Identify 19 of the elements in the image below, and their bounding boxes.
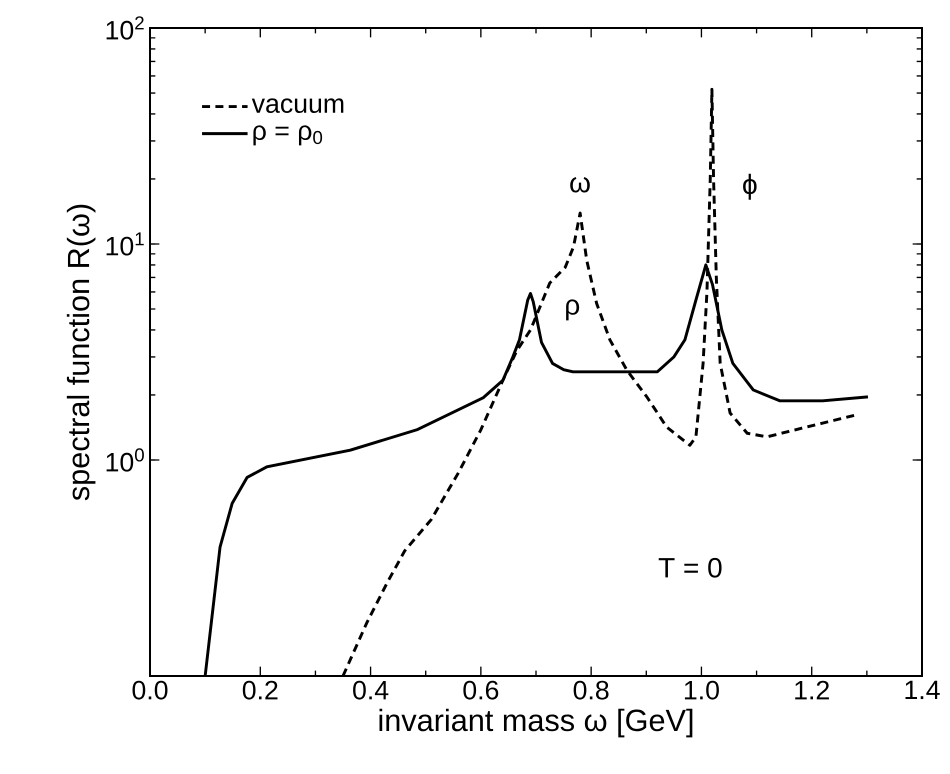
y-tick-label: 10$^{1}$ (106, 232, 144, 256)
annotation: T = 0 (658, 558, 722, 578)
x-axis-title: invariant mass ω [GeV] (380, 708, 692, 738)
legend-label: ρ = ρ$_{0}$ (253, 125, 322, 146)
y-tick-label: 10$^{0}$ (106, 448, 144, 472)
x-tick-label: 0.4 (353, 680, 388, 700)
x-tick-label: 0.2 (242, 680, 278, 700)
y-tick-label: 10$^{2}$ (106, 16, 144, 40)
y-axis-title: spectral function R(ω) (66, 204, 96, 500)
x-tick-label: 0.8 (574, 680, 609, 700)
x-tick-label: 1.4 (905, 680, 940, 700)
legend-label: vacuum (252, 98, 344, 114)
x-tick-label: 0.0 (132, 680, 168, 700)
annotation: ρ (566, 299, 580, 320)
annotation: ω (570, 177, 590, 192)
x-tick-label: 0.6 (463, 680, 498, 700)
annotation: ϕ (743, 174, 757, 200)
x-tick-label: 1.2 (795, 680, 829, 700)
x-tick-label: 1.0 (684, 680, 719, 700)
